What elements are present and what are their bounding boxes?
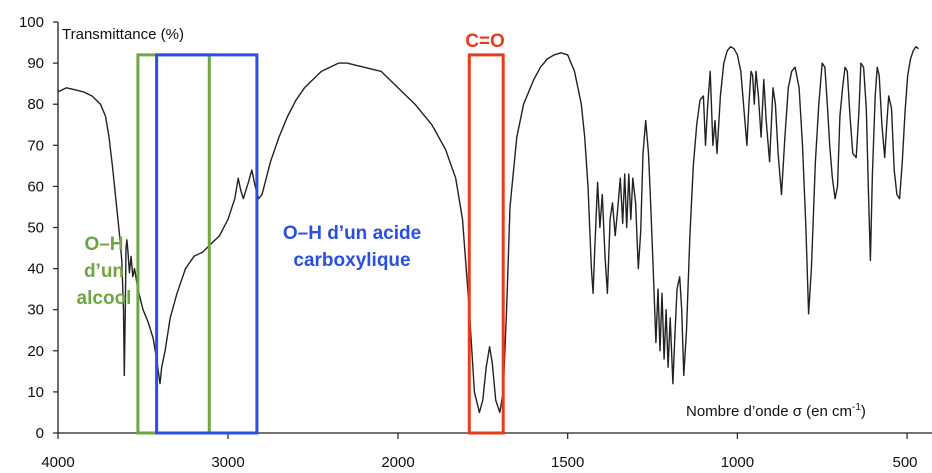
y-axis-title: Transmittance (%) bbox=[62, 26, 184, 43]
x-axis-title-text: Nombre d’onde σ (en cm bbox=[686, 403, 852, 420]
x-axis-title: Nombre d’onde σ (en cm-1) bbox=[686, 402, 866, 420]
annotation-label: C=O bbox=[465, 31, 505, 52]
annotation-label-line: C=O bbox=[465, 31, 505, 52]
y-tick-label: 10 bbox=[27, 384, 44, 401]
x-tick-label: 500 bbox=[892, 454, 917, 471]
annotation-label-line: alcool bbox=[77, 288, 132, 309]
annotation-label-line: carboxylique bbox=[293, 250, 410, 271]
y-tick-label: 20 bbox=[27, 343, 44, 360]
y-axis-ticks: 0 10 20 30 40 50 60 70 80 90 100 bbox=[19, 14, 58, 442]
annotation-box bbox=[136, 53, 211, 435]
y-tick-label: 80 bbox=[27, 96, 44, 113]
y-tick-label: 50 bbox=[27, 220, 44, 237]
x-tick-label: 2000 bbox=[381, 454, 414, 471]
x-axis-ticks: 4000 3000 2000 1500 1000 500 bbox=[41, 433, 918, 471]
annotation-label-line: O–H d’un acide bbox=[283, 223, 421, 244]
y-tick-label: 30 bbox=[27, 302, 44, 319]
x-tick-label: 3000 bbox=[211, 454, 244, 471]
y-tick-label: 70 bbox=[27, 137, 44, 154]
x-axis-title-close: ) bbox=[861, 403, 866, 420]
annotation-box bbox=[155, 53, 259, 435]
y-tick-label: 60 bbox=[27, 178, 44, 195]
y-tick-label: 40 bbox=[27, 261, 44, 278]
annotation-box bbox=[467, 53, 505, 435]
y-tick-label: 100 bbox=[19, 14, 44, 31]
annotation-label-line: d’un bbox=[84, 261, 124, 282]
annotation-label: O–H d’un alcool bbox=[77, 234, 132, 309]
x-tick-label: 1000 bbox=[721, 454, 754, 471]
x-tick-label: 1500 bbox=[551, 454, 584, 471]
annotation-label: O–H d’un acide carboxylique bbox=[283, 223, 421, 271]
x-tick-label: 4000 bbox=[41, 454, 74, 471]
y-tick-label: 90 bbox=[27, 55, 44, 72]
x-axis-title-exponent: -1 bbox=[852, 402, 861, 413]
annotation-label-line: O–H bbox=[84, 234, 123, 255]
band-annotations: O–H d’un alcool O–H d’un acide carboxylique C… bbox=[77, 31, 505, 435]
y-tick-label: 0 bbox=[36, 425, 44, 442]
spectrum-line bbox=[57, 46, 920, 414]
